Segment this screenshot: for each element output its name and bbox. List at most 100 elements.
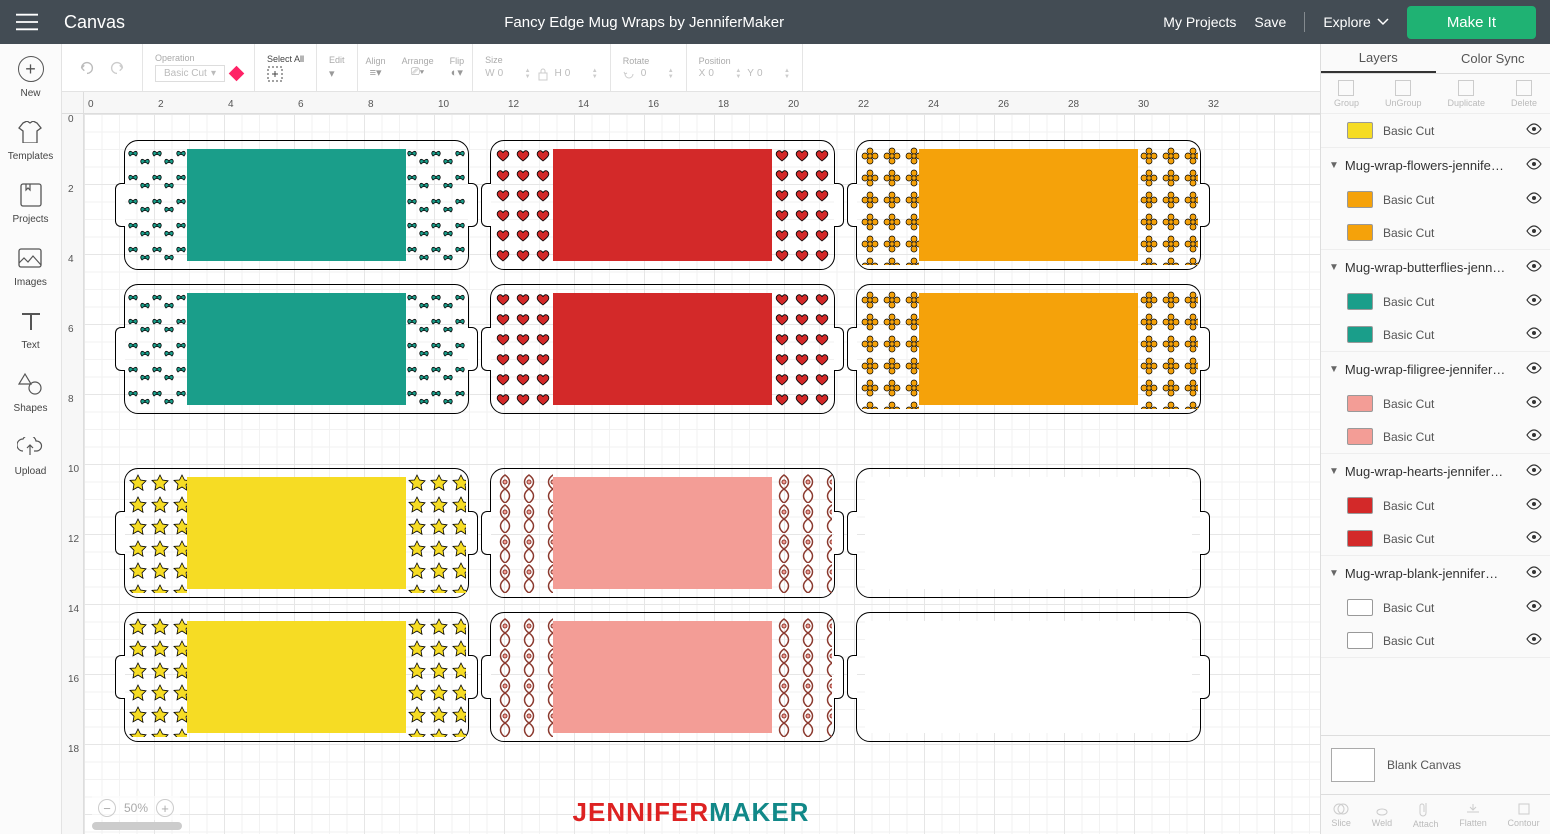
projects-button[interactable]: Projects [12,180,48,225]
layer-group-header[interactable]: ▼Mug-wrap-hearts-jennifer… [1321,454,1550,489]
mug-wrap-shape[interactable] [856,284,1201,414]
flatten-button[interactable]: Flatten [1459,802,1487,828]
layer-group-header[interactable]: ▼Mug-wrap-filigree-jennifer… [1321,352,1550,387]
layer-item[interactable]: Basic Cut [1321,591,1550,624]
visibility-icon[interactable] [1526,362,1542,377]
menu-icon[interactable] [0,13,54,31]
explore-label: Explore [1323,14,1370,30]
lock-icon[interactable] [537,67,549,81]
visibility-icon[interactable] [1526,225,1542,240]
align-button[interactable]: ≡▾ [370,66,382,79]
text-button[interactable]: Text [16,306,46,351]
group-icon [1338,80,1354,96]
redo-icon[interactable] [108,59,126,77]
mug-wrap-shape[interactable] [490,468,835,598]
visibility-icon[interactable] [1526,192,1542,207]
visibility-icon[interactable] [1526,396,1542,411]
contour-button[interactable]: Contour [1508,802,1540,828]
duplicate-button[interactable]: Duplicate [1447,80,1485,108]
height-value[interactable]: 0 [565,68,589,79]
visibility-icon[interactable] [1526,633,1542,648]
layer-group-header[interactable]: ▼Mug-wrap-flowers-jennife… [1321,148,1550,183]
ruler-corner [62,92,84,114]
visibility-icon[interactable] [1526,158,1542,173]
pen-icon[interactable] [229,66,245,82]
layer-item[interactable]: Basic Cut [1321,183,1550,216]
save-link[interactable]: Save [1254,14,1286,30]
ungroup-button[interactable]: UnGroup [1385,80,1422,108]
mug-wrap-shape[interactable] [490,284,835,414]
zoom-in-button[interactable]: + [156,799,174,817]
mug-wrap-shape[interactable] [124,612,469,742]
make-it-button[interactable]: Make It [1407,6,1536,39]
mug-wrap-shape[interactable] [856,468,1201,598]
visibility-icon[interactable] [1526,600,1542,615]
group-button[interactable]: Group [1334,80,1359,108]
layer-item[interactable]: Basic Cut [1321,318,1550,351]
arrange-button[interactable]: ⎚▾ [411,66,424,79]
horizontal-scrollbar[interactable] [92,822,182,830]
visibility-icon[interactable] [1526,498,1542,513]
tab-layers[interactable]: Layers [1321,44,1436,73]
rotate-icon [623,68,635,80]
color-swatch [1347,395,1373,412]
color-swatch [1347,293,1373,310]
weld-button[interactable]: Weld [1372,802,1392,828]
visibility-icon[interactable] [1526,531,1542,546]
new-button[interactable]: + New [16,54,46,99]
images-icon [15,243,45,273]
zoom-out-button[interactable]: − [98,799,116,817]
y-value[interactable]: 0 [757,68,781,79]
tab-colorsync[interactable]: Color Sync [1436,44,1550,73]
visibility-icon[interactable] [1526,429,1542,444]
topbar: Canvas Fancy Edge Mug Wraps by JenniferM… [0,0,1550,44]
mug-wrap-shape[interactable] [124,468,469,598]
mug-wrap-shape[interactable] [856,140,1201,270]
my-projects-link[interactable]: My Projects [1163,14,1236,30]
canvas[interactable]: 02468101214161820222426283032 0246810121… [62,92,1320,834]
select-all-group[interactable]: Select All [255,44,317,91]
mug-wrap-shape[interactable] [490,140,835,270]
mug-wrap-shape[interactable] [124,284,469,414]
visibility-icon[interactable] [1526,294,1542,309]
layer-item[interactable]: Basic Cut [1321,285,1550,318]
slice-button[interactable]: Slice [1331,802,1351,828]
shapes-button[interactable]: Shapes [14,369,48,414]
width-value[interactable]: 0 [498,68,522,79]
rotate-value[interactable]: 0 [641,68,665,79]
left-sidebar: + New Templates Projects Images Text Sha… [0,44,62,834]
watermark: JENNIFERMAKER [573,797,810,828]
layer-group-header[interactable]: ▼Mug-wrap-blank-jennifer… [1321,556,1550,591]
explore-dropdown[interactable]: Explore [1323,14,1388,30]
visibility-icon[interactable] [1526,260,1542,275]
layer-item[interactable]: Basic Cut [1321,522,1550,555]
images-button[interactable]: Images [14,243,47,288]
visibility-icon[interactable] [1526,327,1542,342]
layer-item[interactable]: Basic Cut [1321,114,1550,147]
zoom-control: − 50% + [92,796,180,820]
delete-button[interactable]: Delete [1511,80,1537,108]
visibility-icon[interactable] [1526,464,1542,479]
operation-select[interactable]: Basic Cut▾ [155,65,225,82]
flip-button[interactable]: ◐▾ [451,66,463,79]
layer-item[interactable]: Basic Cut [1321,420,1550,453]
layer-item[interactable]: Basic Cut [1321,216,1550,249]
upload-button[interactable]: Upload [15,432,47,477]
mug-wrap-shape[interactable] [124,140,469,270]
undo-icon[interactable] [78,59,96,77]
zoom-value: 50% [124,801,148,815]
templates-button[interactable]: Templates [8,117,54,162]
project-title: Fancy Edge Mug Wraps by JenniferMaker [125,14,1163,31]
x-value[interactable]: 0 [708,68,732,79]
layer-item[interactable]: Basic Cut [1321,387,1550,420]
visibility-icon[interactable] [1526,123,1542,138]
canvas-grid [84,114,1320,834]
layer-item[interactable]: Basic Cut [1321,624,1550,657]
layer-group-header[interactable]: ▼Mug-wrap-butterflies-jenn… [1321,250,1550,285]
layer-item[interactable]: Basic Cut [1321,489,1550,522]
mug-wrap-shape[interactable] [856,612,1201,742]
attach-button[interactable]: Attach [1413,801,1439,829]
mug-wrap-shape[interactable] [490,612,835,742]
blank-canvas-row[interactable]: Blank Canvas [1321,735,1550,794]
visibility-icon[interactable] [1526,566,1542,581]
